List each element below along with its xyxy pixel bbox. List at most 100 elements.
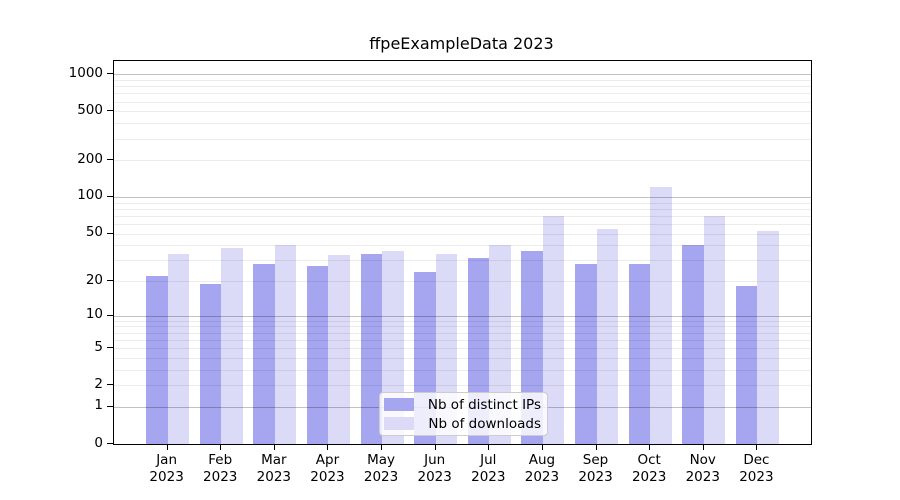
x-axis-tick bbox=[166, 444, 168, 450]
y-axis-tick bbox=[107, 347, 113, 349]
bar-distinct-ips bbox=[146, 276, 168, 444]
bar-distinct-ips bbox=[199, 283, 222, 444]
bar-downloads bbox=[650, 187, 672, 444]
y-axis-tick bbox=[107, 73, 113, 75]
y-axis-tick-label: 5 bbox=[94, 338, 103, 355]
legend-item-downloads: Nb of downloads bbox=[384, 417, 541, 431]
bar-downloads bbox=[167, 253, 190, 444]
x-axis-tick bbox=[702, 444, 704, 450]
y-axis-tick bbox=[107, 384, 113, 386]
y-axis-tick bbox=[107, 280, 113, 282]
gridline-minor bbox=[114, 357, 811, 359]
x-axis-tick-label: Feb 2023 bbox=[203, 452, 238, 485]
y-axis-tick-label: 0 bbox=[94, 434, 103, 451]
gridline-minor bbox=[114, 348, 811, 350]
bar-downloads bbox=[274, 245, 297, 444]
y-axis-tick-label: 200 bbox=[77, 150, 103, 167]
x-axis-tick-label: Oct 2023 bbox=[631, 452, 667, 485]
x-axis-tick-label: Sep 2023 bbox=[578, 452, 613, 485]
y-axis-tick-label: 1000 bbox=[68, 64, 103, 81]
y-axis-tick bbox=[107, 405, 113, 407]
bar-downloads bbox=[542, 215, 565, 444]
gridline-minor bbox=[114, 320, 811, 322]
gridline-major bbox=[114, 74, 811, 76]
y-axis-tick bbox=[107, 159, 113, 161]
x-axis-tick bbox=[649, 444, 651, 450]
bar-distinct-ips bbox=[682, 245, 704, 444]
x-axis-tick-label: Jun 2023 bbox=[417, 452, 452, 485]
x-axis-tick-label: Dec 2023 bbox=[739, 452, 774, 485]
bar-downloads bbox=[328, 255, 350, 444]
y-axis-tick-label: 100 bbox=[77, 187, 103, 204]
gridline-minor bbox=[114, 260, 811, 262]
gridline-minor bbox=[114, 369, 811, 371]
gridline-minor bbox=[114, 215, 811, 217]
legend: Nb of distinct IPs Nb of downloads bbox=[379, 392, 548, 436]
bar-downloads bbox=[757, 231, 779, 444]
plot-area bbox=[113, 60, 812, 445]
gridline-minor bbox=[114, 385, 811, 387]
x-axis-tick bbox=[273, 444, 275, 450]
gridline-minor bbox=[114, 111, 811, 113]
bar-downloads bbox=[221, 247, 243, 444]
y-axis-tick bbox=[107, 110, 113, 112]
gridline-minor bbox=[114, 245, 811, 247]
legend-swatch-distinct-ips bbox=[384, 398, 414, 411]
x-axis-tick bbox=[381, 444, 383, 450]
x-axis-tick-label: Jul 2023 bbox=[471, 452, 506, 485]
x-axis-tick bbox=[488, 444, 490, 450]
y-axis-tick-label: 10 bbox=[85, 306, 103, 323]
gridline-minor bbox=[114, 281, 811, 283]
gridline-minor bbox=[114, 223, 811, 225]
y-axis-tick-label: 1 bbox=[94, 397, 103, 414]
y-axis-tick bbox=[107, 443, 113, 444]
x-axis-tick bbox=[595, 444, 597, 450]
bar-distinct-ips bbox=[360, 253, 383, 444]
x-axis-tick-label: Jan 2023 bbox=[149, 452, 184, 485]
gridline-minor bbox=[114, 202, 811, 204]
chart-title: ffpeExampleData 2023 bbox=[369, 34, 554, 53]
gridline-major bbox=[114, 196, 811, 198]
legend-swatch-downloads bbox=[384, 417, 414, 430]
y-axis-tick-label: 2 bbox=[94, 375, 103, 392]
bar-distinct-ips bbox=[253, 263, 275, 444]
y-axis-tick-label: 500 bbox=[77, 101, 103, 118]
bar-distinct-ips bbox=[628, 263, 651, 444]
bar-distinct-ips bbox=[306, 265, 329, 444]
legend-item-distinct-ips: Nb of distinct IPs bbox=[384, 398, 541, 412]
y-axis-tick bbox=[107, 314, 113, 316]
legend-label-distinct-ips: Nb of distinct IPs bbox=[427, 396, 541, 413]
bar-downloads bbox=[596, 228, 619, 444]
gridline-minor bbox=[114, 101, 811, 103]
gridline-minor bbox=[114, 233, 811, 235]
y-axis-tick-label: 20 bbox=[85, 271, 103, 288]
gridline-minor bbox=[114, 339, 811, 341]
gridline-minor bbox=[114, 86, 811, 88]
y-axis-tick bbox=[107, 195, 113, 197]
y-axis-tick-label: 50 bbox=[85, 224, 103, 241]
x-axis-tick-label: Aug 2023 bbox=[524, 452, 560, 485]
x-axis-tick-label: Apr 2023 bbox=[310, 452, 345, 485]
gridline-minor bbox=[114, 332, 811, 334]
gridline-minor bbox=[114, 138, 811, 140]
bar-distinct-ips bbox=[575, 263, 597, 444]
x-axis-tick bbox=[756, 444, 758, 450]
gridline-major bbox=[114, 315, 811, 317]
x-axis-tick bbox=[434, 444, 436, 450]
gridline-minor bbox=[114, 93, 811, 95]
y-axis-tick bbox=[107, 232, 113, 234]
x-axis-tick-label: May 2023 bbox=[363, 452, 399, 485]
bar-distinct-ips bbox=[735, 286, 758, 444]
gridline-minor bbox=[114, 326, 811, 328]
x-axis-tick bbox=[327, 444, 329, 450]
gridline-minor bbox=[114, 160, 811, 162]
bar-downloads bbox=[703, 215, 726, 444]
x-axis-tick-label: Nov 2023 bbox=[685, 452, 720, 485]
gridline-minor bbox=[114, 208, 811, 210]
gridline-minor bbox=[114, 123, 811, 125]
gridline-minor bbox=[114, 79, 811, 81]
legend-label-downloads: Nb of downloads bbox=[428, 415, 541, 432]
x-axis-tick bbox=[220, 444, 222, 450]
x-axis-tick bbox=[541, 444, 543, 450]
